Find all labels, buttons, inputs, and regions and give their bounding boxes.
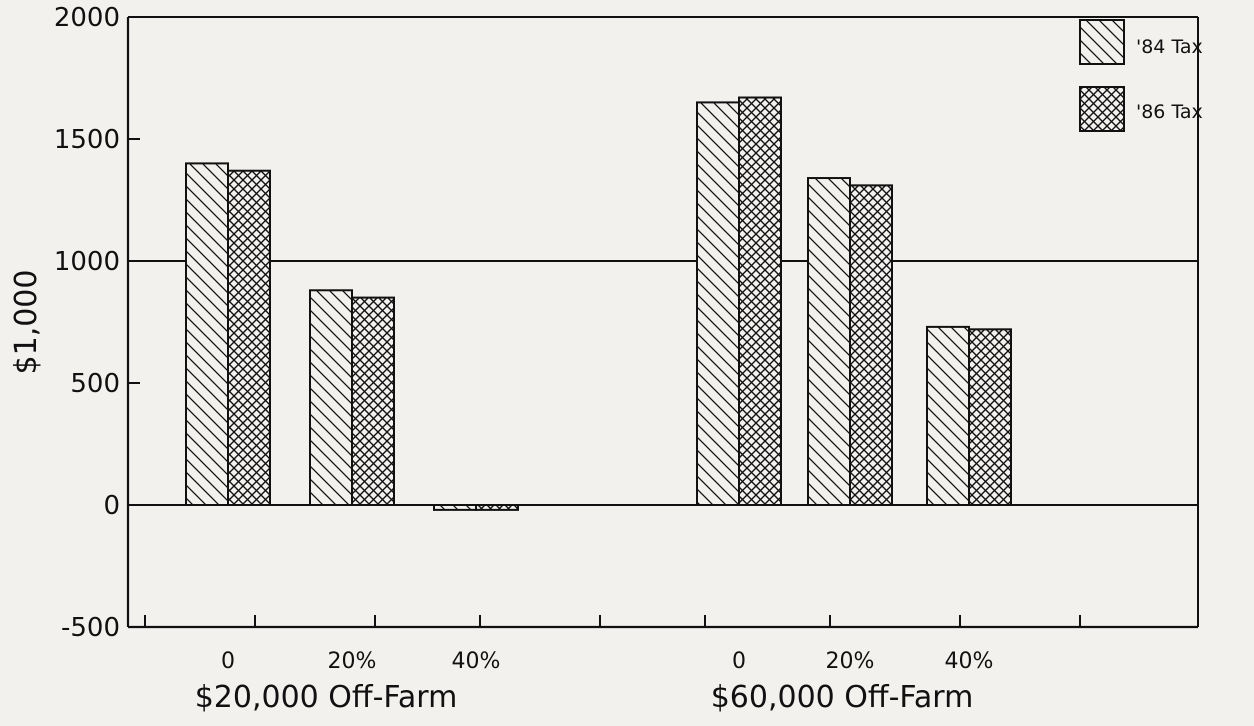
y-tick-label: 0 xyxy=(103,491,120,521)
x-tick-label: 0 xyxy=(732,649,746,674)
bar-86-tax-5 xyxy=(968,328,1012,506)
y-axis-title: $1,000 xyxy=(9,270,44,375)
bar-84-tax-0 xyxy=(185,162,229,506)
x-tick-label: 0 xyxy=(221,649,235,674)
bar-84-tax-1 xyxy=(309,289,353,506)
legend-label-84-tax: '84 Tax xyxy=(1136,36,1203,58)
bar-86-tax-0 xyxy=(227,169,271,506)
x-tick-label: 20% xyxy=(826,649,875,674)
legend: '84 Tax '86 Tax xyxy=(1079,19,1203,132)
y-tick-label: 500 xyxy=(70,369,120,399)
y-tick-label: 1500 xyxy=(54,125,120,155)
y-tick-label: -500 xyxy=(61,613,120,643)
legend-swatch-84-tax xyxy=(1079,19,1125,65)
y-tick-label: 2000 xyxy=(54,3,120,33)
bar-86-tax-1 xyxy=(351,296,395,506)
y-tick-label: 1000 xyxy=(54,247,120,277)
legend-label-86-tax: '86 Tax xyxy=(1136,101,1203,123)
bar-84-tax-5 xyxy=(926,325,970,506)
x-tick-label: 40% xyxy=(945,649,994,674)
x-tick-label: 20% xyxy=(328,649,377,674)
group-label-0: $20,000 Off-Farm xyxy=(195,680,458,715)
bar-86-tax-2 xyxy=(475,504,519,511)
legend-swatch-86-tax xyxy=(1079,86,1125,132)
bar-84-tax-4 xyxy=(807,177,851,506)
group-label-1: $60,000 Off-Farm xyxy=(711,680,974,715)
bar-84-tax-2 xyxy=(433,504,477,511)
x-tick-label: 40% xyxy=(452,649,501,674)
bar-84-tax-3 xyxy=(696,101,740,507)
bar-86-tax-3 xyxy=(738,96,782,507)
bar-86-tax-4 xyxy=(849,184,893,507)
